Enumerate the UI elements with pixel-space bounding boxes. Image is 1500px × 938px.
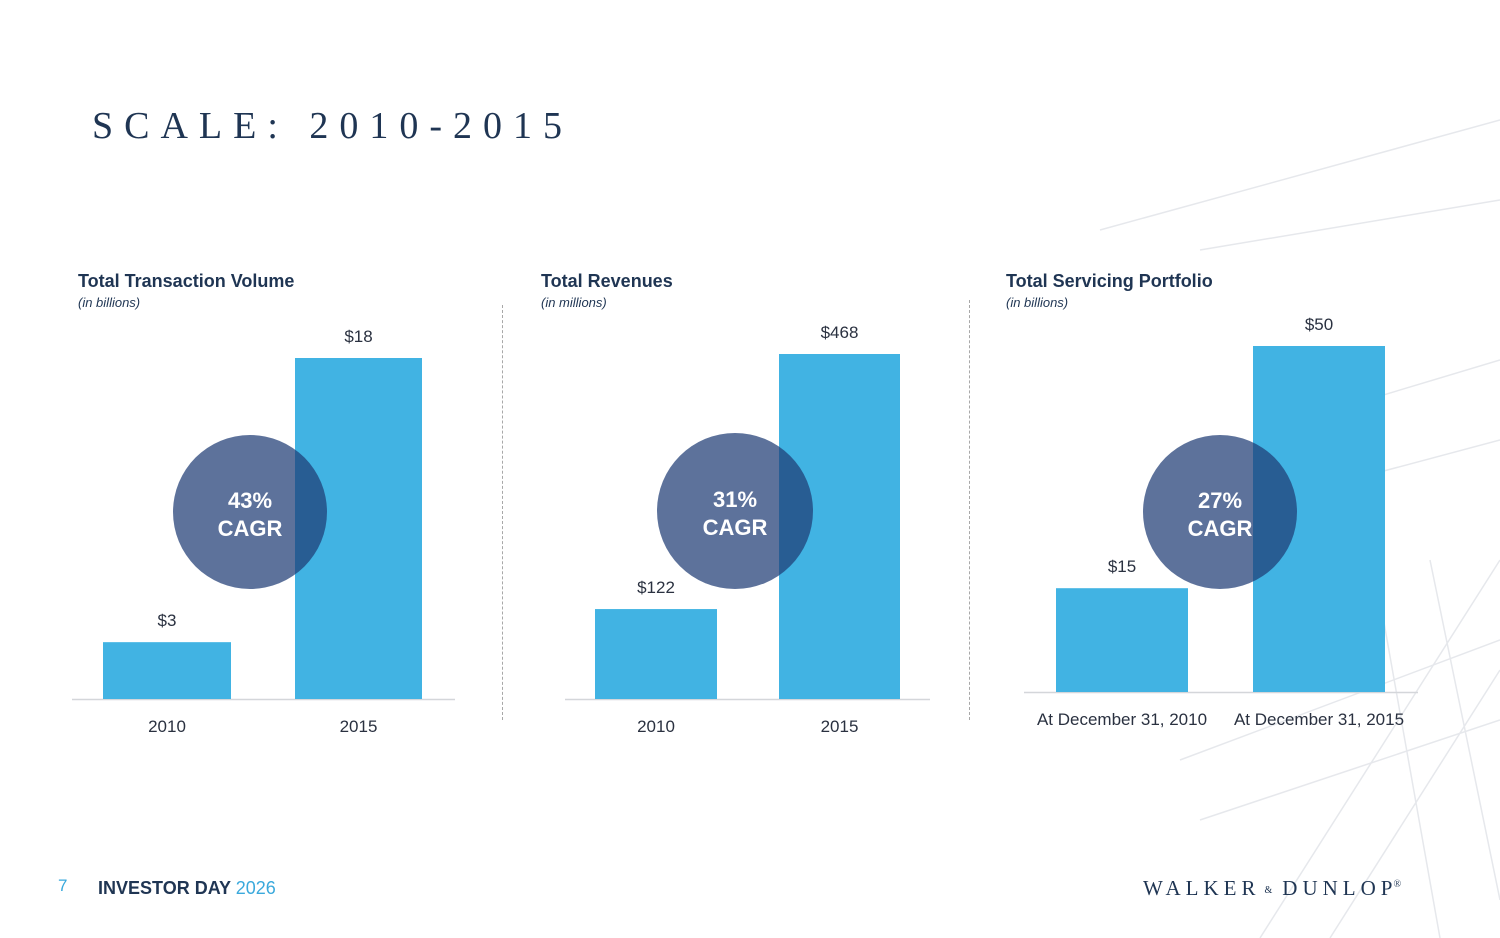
footer-event-name: INVESTOR DAY xyxy=(98,878,231,898)
chart-2-category-label: 2010 xyxy=(637,717,675,736)
chart-1-bar-2010 xyxy=(103,642,231,699)
chart-1-category-label: 2010 xyxy=(148,717,186,736)
logo-right-word: DUNLOP xyxy=(1282,876,1398,900)
chart-3-value-label: $50 xyxy=(1305,315,1333,334)
chart-3-bar-at-december-31-2010 xyxy=(1056,588,1188,692)
footer-event-year: 2026 xyxy=(235,878,276,898)
chart-2-category-label: 2015 xyxy=(821,717,859,736)
slide-title: SCALE: 2010-2015 xyxy=(92,105,574,147)
walker-dunlop-logo: WALKER & DUNLOP® xyxy=(1143,876,1401,901)
chart-2-value-label: $122 xyxy=(637,578,675,597)
panel-divider-1 xyxy=(502,305,503,720)
chart-1-value-label: $3 xyxy=(158,611,177,630)
chart-3-category-label: At December 31, 2015 xyxy=(1234,710,1404,729)
revenues-title: Total Revenues xyxy=(541,271,673,291)
servicing-portfolio-subtitle: (in billions) xyxy=(1006,295,1069,310)
logo-ampersand: & xyxy=(1264,884,1273,896)
transaction-volume-title: Total Transaction Volume xyxy=(78,271,295,291)
chart-1-cagr-label: CAGR xyxy=(218,516,283,541)
chart-1-cagr-percent: 43% xyxy=(228,488,272,513)
chart-1-value-label: $18 xyxy=(344,327,372,346)
chart-3-category-label: At December 31, 2010 xyxy=(1037,710,1207,729)
chart-3-cagr-circle xyxy=(1143,435,1297,589)
logo-left-word: WALKER xyxy=(1143,876,1261,900)
chart-2-cagr-percent: 31% xyxy=(713,487,757,512)
chart-2-cagr-label: CAGR xyxy=(703,515,768,540)
page-number: 7 xyxy=(58,876,68,895)
revenues-subtitle: (in millions) xyxy=(541,295,607,310)
servicing-portfolio-title: Total Servicing Portfolio xyxy=(1006,271,1213,291)
chart-3-value-label: $15 xyxy=(1108,557,1136,576)
chart-2-bar-2010 xyxy=(595,609,717,699)
chart-2-cagr-circle xyxy=(657,433,813,589)
chart-1-category-label: 2015 xyxy=(340,717,378,736)
chart-3-cagr-label: CAGR xyxy=(1188,516,1253,541)
logo-registered-mark: ® xyxy=(1393,879,1402,890)
transaction-volume-subtitle: (in billions) xyxy=(78,295,141,310)
chart-2-value-label: $468 xyxy=(821,323,859,342)
chart-1-cagr-circle xyxy=(173,435,327,589)
chart-3-cagr-percent: 27% xyxy=(1198,488,1242,513)
panel-divider-2 xyxy=(969,300,970,720)
footer-event-label: INVESTOR DAY 2026 xyxy=(98,878,276,899)
